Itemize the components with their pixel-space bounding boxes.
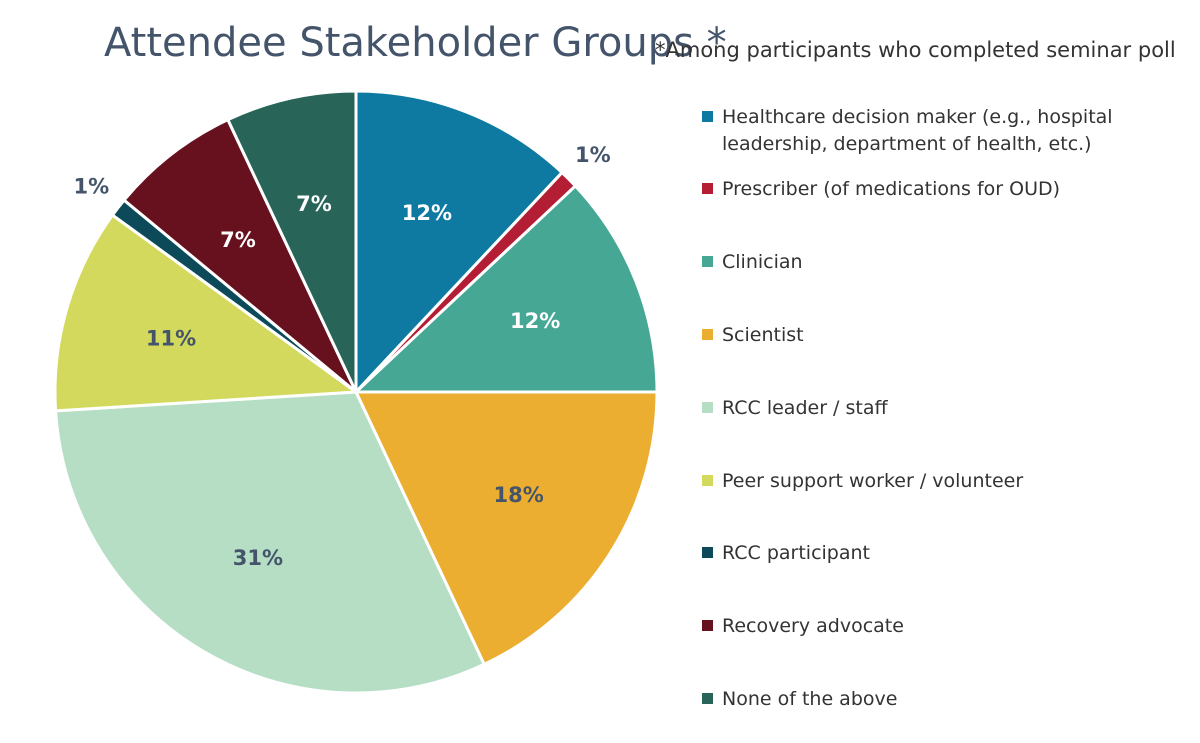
pie-slices bbox=[53, 89, 659, 695]
pie-slice-none-of-the-above bbox=[226, 89, 358, 394]
chart-title: Attendee Stakeholder Groups * bbox=[104, 20, 727, 66]
pie-data-labels: 12% 1% 12% 18% 31% 11% 1% 7% 7% bbox=[73, 143, 610, 570]
legend-label: Clinician bbox=[722, 251, 803, 273]
legend-swatch bbox=[702, 693, 713, 704]
pie-data-label-rcc-leader-staff: 31% bbox=[233, 546, 283, 570]
legend-swatch bbox=[702, 620, 713, 631]
legend-label: Prescriber (of medications for OUD) bbox=[722, 178, 1061, 200]
legend-swatch bbox=[702, 547, 713, 558]
pie-data-label-none-of-the-above: 7% bbox=[296, 192, 332, 216]
legend-label: Peer support worker / volunteer bbox=[722, 470, 1024, 492]
pie-data-label-peer-support-worker-volunteer: 11% bbox=[146, 326, 196, 350]
legend-swatch bbox=[702, 475, 713, 486]
legend-swatch bbox=[702, 256, 713, 267]
legend-label: RCC participant bbox=[722, 542, 870, 564]
legend-label: RCC leader / staff bbox=[722, 397, 888, 419]
pie-slice-recovery-advocate bbox=[122, 118, 358, 394]
legend-label: None of the above bbox=[722, 688, 898, 710]
pie-data-label-prescriber: 1% bbox=[575, 143, 611, 167]
pie-slice-rcc-leader-staff bbox=[54, 390, 486, 695]
legend-swatch bbox=[702, 329, 713, 340]
legend-label: Scientist bbox=[722, 324, 804, 346]
pie-data-label-clinician: 12% bbox=[510, 309, 560, 333]
pie-slice-scientist bbox=[354, 390, 659, 666]
legend-swatch bbox=[702, 183, 713, 194]
chart-subtitle: *Among participants who completed semina… bbox=[655, 38, 1176, 62]
pie-data-label-healthcare-decision-maker: 12% bbox=[402, 201, 452, 225]
legend-swatch bbox=[702, 402, 713, 413]
pie-slice-peer-support-worker-volunteer bbox=[53, 213, 358, 413]
legend-swatch bbox=[702, 111, 713, 122]
pie-data-label-rcc-participant: 1% bbox=[73, 175, 109, 199]
legend-label: Healthcare decision maker (e.g., hospita… bbox=[722, 106, 1113, 155]
pie-slice-clinician bbox=[354, 184, 659, 394]
pie-data-label-scientist: 18% bbox=[494, 483, 544, 507]
pie-slice-healthcare-decision-maker bbox=[354, 89, 564, 394]
legend-label: Recovery advocate bbox=[722, 615, 904, 637]
pie-data-label-recovery-advocate: 7% bbox=[220, 228, 256, 252]
